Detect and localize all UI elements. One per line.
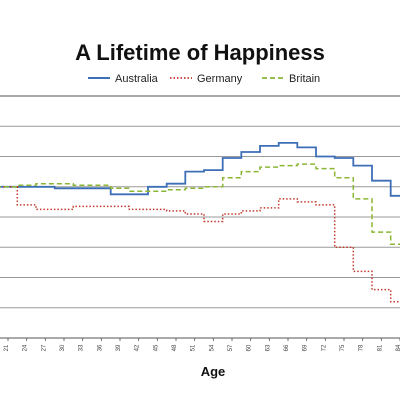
data-point-britain <box>138 190 140 192</box>
data-point-germany <box>325 204 327 206</box>
data-point-britain <box>194 187 196 189</box>
x-tick-label: 81 <box>377 344 383 351</box>
data-point-germany <box>82 206 84 208</box>
data-point-australia <box>381 180 383 182</box>
x-tick-label: 78 <box>359 344 365 351</box>
data-point-australia <box>45 186 47 188</box>
data-point-britain <box>306 163 308 165</box>
data-point-germany <box>119 206 121 208</box>
legend-label-germany: Germany <box>197 73 243 85</box>
data-point-germany <box>306 201 308 203</box>
data-point-australia <box>287 142 289 144</box>
data-point-germany <box>231 213 233 215</box>
data-point-germany <box>213 221 215 223</box>
data-point-britain <box>175 189 177 191</box>
data-point-britain <box>213 186 215 188</box>
data-point-britain <box>82 184 84 186</box>
data-point-australia <box>194 171 196 173</box>
data-point-britain <box>119 187 121 189</box>
data-point-britain <box>325 168 327 170</box>
data-point-australia <box>213 169 215 171</box>
data-point-germany <box>381 289 383 291</box>
data-point-britain <box>343 177 345 179</box>
data-point-australia <box>63 187 65 189</box>
x-tick-label: 27 <box>41 344 47 351</box>
data-point-australia <box>269 145 271 147</box>
data-point-germany <box>343 246 345 248</box>
x-tick-label: 51 <box>191 344 197 351</box>
data-point-britain <box>157 190 159 192</box>
data-point-britain <box>269 166 271 168</box>
data-point-britain <box>362 198 364 200</box>
data-point-germany <box>194 213 196 215</box>
data-point-australia <box>82 187 84 189</box>
data-point-britain <box>381 231 383 233</box>
x-tick-label: 66 <box>284 344 290 351</box>
data-point-germany <box>269 207 271 209</box>
x-tick-label: 84 <box>396 344 400 351</box>
x-tick-label: 30 <box>60 344 66 351</box>
data-point-germany <box>101 206 103 208</box>
chart-series <box>0 142 400 303</box>
data-point-britain <box>45 183 47 185</box>
data-point-britain <box>231 177 233 179</box>
x-tick-label: 36 <box>97 344 103 351</box>
data-point-britain <box>287 165 289 167</box>
series-line-germany <box>0 186 400 303</box>
x-tick-label: 75 <box>340 344 346 351</box>
data-point-australia <box>119 194 121 196</box>
x-tick-label: 60 <box>247 344 253 351</box>
data-point-britain <box>250 171 252 173</box>
data-point-britain <box>101 184 103 186</box>
legend-label-britain: Britain <box>289 73 320 85</box>
x-tick-label: 69 <box>303 344 309 351</box>
data-point-germany <box>175 210 177 212</box>
data-point-australia <box>343 157 345 159</box>
data-point-britain <box>63 183 65 185</box>
data-point-germany <box>63 209 65 211</box>
data-point-australia <box>157 186 159 188</box>
x-axis: 21 24 27 30 33 36 39 42 45 48 51 54 57 60 63 66 69 72 75 78… <box>4 338 400 351</box>
data-point-germany <box>157 209 159 211</box>
x-tick-label: 72 <box>321 344 327 351</box>
chart-legend: Australia Germany Britain <box>88 73 320 85</box>
x-tick-label: 42 <box>135 344 141 351</box>
x-tick-label: 63 <box>265 344 271 351</box>
data-point-germany <box>362 271 364 273</box>
x-tick-label: 45 <box>153 344 159 351</box>
chart-gridlines <box>0 125 400 309</box>
x-tick-label: 57 <box>228 344 234 351</box>
data-point-australia <box>101 187 103 189</box>
data-point-australia <box>362 165 364 167</box>
x-tick-label: 21 <box>4 344 10 351</box>
x-tick-label: 48 <box>172 344 178 351</box>
x-tick-label: 24 <box>23 344 29 351</box>
data-point-australia <box>231 157 233 159</box>
data-point-germany <box>45 209 47 211</box>
data-point-australia <box>26 186 28 188</box>
x-tick-label: 39 <box>116 344 122 351</box>
data-point-australia <box>325 156 327 158</box>
x-tick-label: 33 <box>79 344 85 351</box>
data-point-australia <box>138 194 140 196</box>
data-point-australia <box>306 147 308 149</box>
x-tick-label: 54 <box>209 344 215 351</box>
data-point-britain <box>26 184 28 186</box>
legend-label-australia: Australia <box>115 73 159 85</box>
data-point-australia <box>250 151 252 153</box>
data-point-britain <box>7 186 9 188</box>
chart-title: A Lifetime of Happiness <box>75 40 325 65</box>
data-point-germany <box>138 209 140 211</box>
data-point-germany <box>250 210 252 212</box>
data-point-australia <box>175 183 177 185</box>
series-line-australia <box>0 142 400 197</box>
data-point-germany <box>26 204 28 206</box>
x-axis-label: Age <box>201 364 226 379</box>
data-point-germany <box>287 198 289 200</box>
series-line-britain <box>0 163 400 245</box>
